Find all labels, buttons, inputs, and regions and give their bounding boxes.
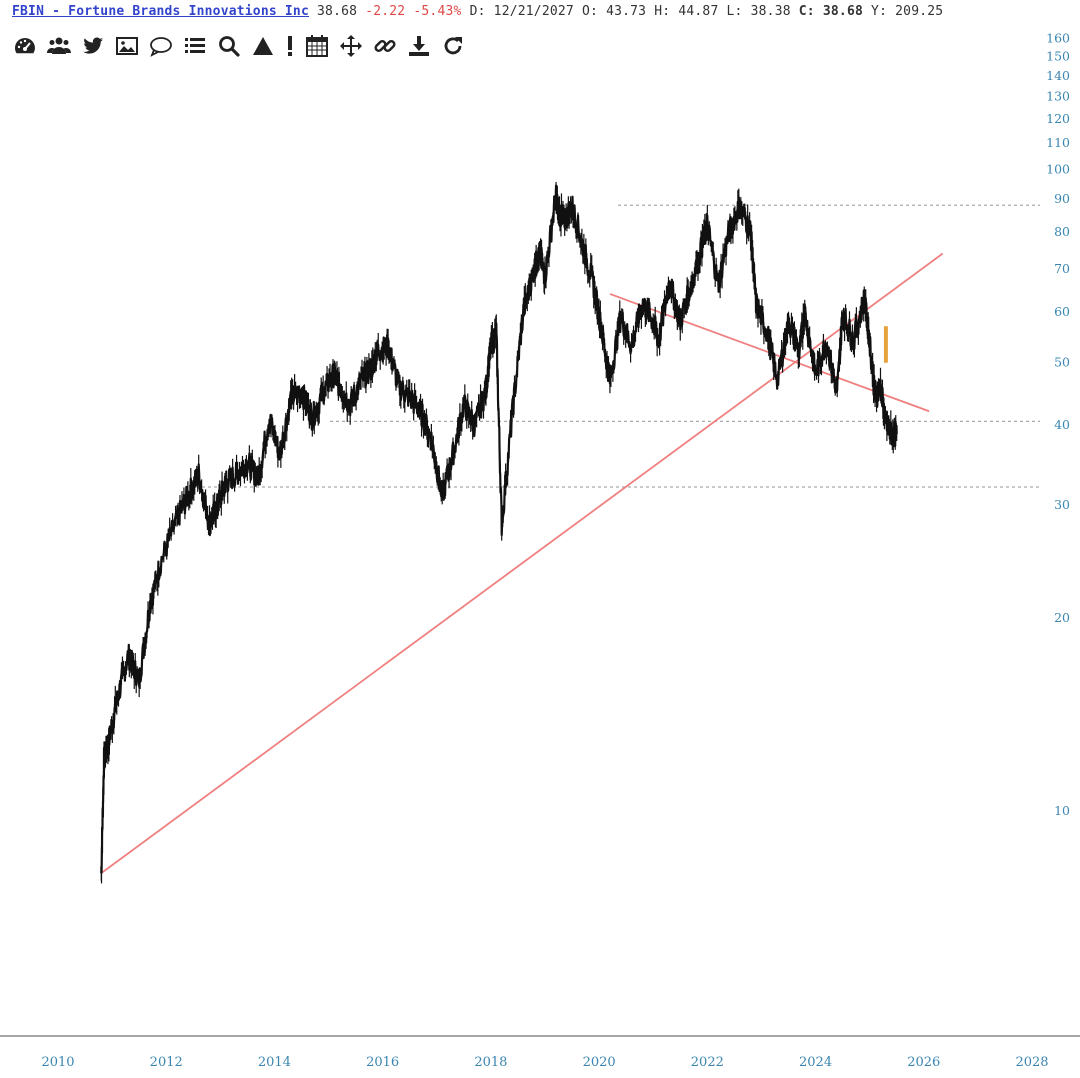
- y-tick-label: 160: [1046, 31, 1070, 46]
- quote-header: FBIN - Fortune Brands Innovations Inc 38…: [12, 4, 943, 19]
- y-tick-label: 80: [1054, 224, 1070, 239]
- y-tick-label: 140: [1046, 68, 1070, 83]
- list-icon[interactable]: [182, 33, 208, 59]
- x-tick-label: 2022: [691, 1055, 724, 1070]
- x-tick-label: 2012: [150, 1055, 183, 1070]
- y-tick-label: 50: [1054, 355, 1070, 370]
- comment-icon[interactable]: [148, 33, 174, 59]
- x-tick-label: 2028: [1015, 1055, 1048, 1070]
- calendar-icon[interactable]: [304, 33, 330, 59]
- date-value: 12/21/2027: [493, 4, 574, 19]
- price-change: -2.22: [365, 4, 406, 19]
- y-tick-label: 10: [1054, 803, 1070, 818]
- price-change-pct: -5.43%: [413, 4, 462, 19]
- x-tick-label: 2010: [41, 1055, 74, 1070]
- x-tick-label: 2020: [583, 1055, 616, 1070]
- y-value: 209.25: [895, 4, 944, 19]
- low-label: L:: [726, 4, 743, 19]
- dashboard-icon[interactable]: [12, 33, 38, 59]
- y-tick-label: 70: [1054, 261, 1070, 276]
- y-axis: 10 20 30 40 50 60 70 80 90 100 110 120 130 140 150 160: [1046, 31, 1070, 818]
- exclamation-icon[interactable]: [284, 33, 296, 59]
- y-tick-label: 110: [1046, 135, 1070, 150]
- y-tick-label: 30: [1054, 497, 1070, 512]
- y-tick-label: 150: [1046, 49, 1070, 64]
- y-tick-label: 100: [1046, 162, 1070, 177]
- search-icon[interactable]: [216, 33, 242, 59]
- y-tick-label: 40: [1054, 417, 1070, 432]
- close-label: C:: [798, 4, 815, 19]
- open-label: O:: [581, 4, 599, 19]
- twitter-icon[interactable]: [80, 33, 106, 59]
- close-value: 38.68: [822, 4, 864, 19]
- price-line: [100, 184, 898, 874]
- users-icon[interactable]: [46, 33, 72, 59]
- high-value: 44.87: [678, 4, 719, 19]
- trend-line: [100, 252, 944, 874]
- date-label: D:: [469, 4, 486, 19]
- y-tick-label: 130: [1046, 89, 1070, 104]
- trend-lines: [100, 252, 944, 874]
- y-label: Y:: [871, 4, 888, 19]
- high-label: H:: [654, 4, 671, 19]
- x-tick-label: 2018: [474, 1055, 507, 1070]
- x-tick-label: 2016: [366, 1055, 399, 1070]
- chart-toolbar: [12, 32, 466, 60]
- open-value: 43.73: [606, 4, 647, 19]
- price-series: [100, 181, 898, 884]
- x-tick-label: 2026: [907, 1055, 940, 1070]
- move-icon[interactable]: [338, 33, 364, 59]
- highlight-candle: [883, 326, 888, 363]
- y-tick-label: 90: [1054, 191, 1070, 206]
- y-tick-label: 120: [1046, 111, 1070, 126]
- y-tick-label: 60: [1054, 304, 1070, 319]
- x-tick-label: 2024: [799, 1055, 832, 1070]
- low-value: 38.38: [750, 4, 791, 19]
- triangle-icon[interactable]: [250, 33, 276, 59]
- x-axis: 2010 2012 2014 2016 2018 2020 2022 2024 2026 2028: [41, 1055, 1048, 1070]
- refresh-icon[interactable]: [440, 33, 466, 59]
- download-icon[interactable]: [406, 33, 432, 59]
- link-icon[interactable]: [372, 33, 398, 59]
- y-tick-label: 20: [1054, 610, 1070, 625]
- last-price: 38.68: [317, 4, 358, 19]
- x-tick-label: 2014: [258, 1055, 291, 1070]
- horizontal-guide-lines: [190, 204, 1040, 488]
- symbol-link[interactable]: FBIN - Fortune Brands Innovations Inc: [12, 4, 309, 19]
- image-icon[interactable]: [114, 33, 140, 59]
